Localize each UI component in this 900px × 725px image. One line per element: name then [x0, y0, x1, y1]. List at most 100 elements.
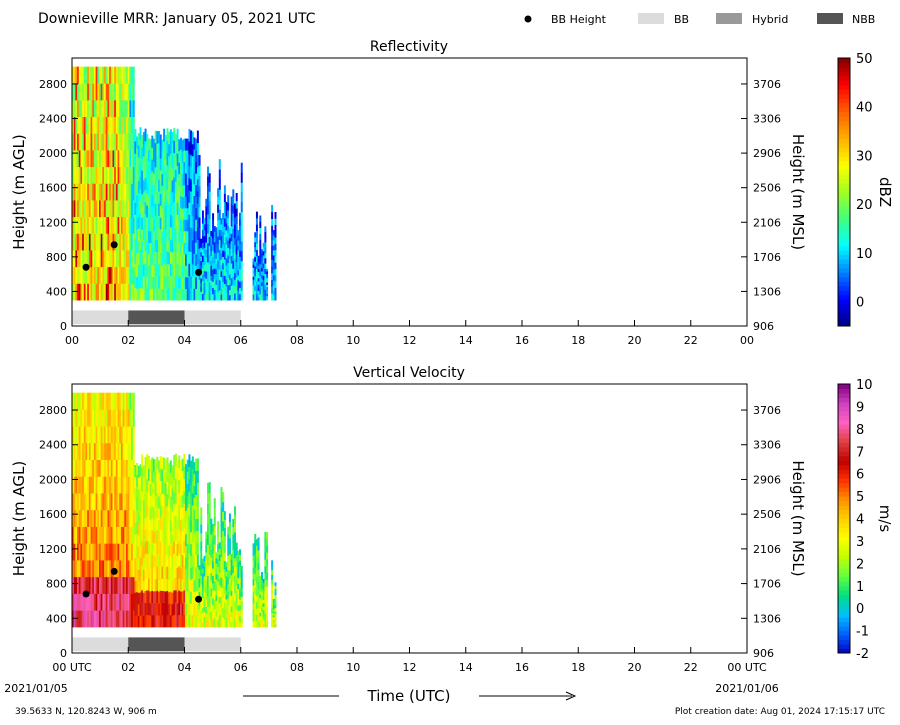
heatmap-cell	[235, 560, 238, 568]
heatmap-cell	[141, 205, 144, 218]
heatmap-cell	[131, 66, 134, 84]
heatmap-cell	[222, 244, 225, 251]
heatmap-cell	[180, 172, 182, 185]
heatmap-cell	[168, 203, 171, 217]
heatmap-cell	[198, 609, 201, 615]
heatmap-cell	[227, 232, 230, 241]
heatmap-cell	[97, 610, 100, 628]
heatmap-cell	[183, 173, 186, 186]
colorbar-segment	[838, 473, 850, 479]
heatmap-cell	[188, 540, 191, 554]
heatmap-cell	[255, 614, 258, 622]
heatmap-cell	[119, 183, 122, 201]
heatmap-cell	[234, 506, 236, 516]
heatmap-cell	[188, 503, 191, 517]
heatmap-cell	[180, 276, 182, 289]
heatmap-cell	[146, 193, 149, 206]
heatmap-cell	[104, 133, 107, 151]
heatmap-cell	[93, 409, 96, 427]
heatmap-cell	[227, 262, 230, 271]
heatmap-cell	[223, 267, 226, 276]
heatmap-cell	[104, 250, 107, 268]
heatmap-cell	[257, 562, 260, 570]
heatmap-cell	[227, 591, 230, 599]
heatmap-cell	[218, 209, 221, 220]
heatmap-cell	[227, 225, 230, 234]
heatmap-cell	[212, 538, 215, 547]
heatmap-cell	[205, 606, 208, 614]
heatmap-cell	[237, 583, 240, 590]
heatmap-cell	[110, 442, 113, 461]
colorbar-segment	[838, 312, 850, 318]
heatmap-cell	[227, 576, 230, 585]
heatmap-cell	[126, 266, 128, 284]
heatmap-cell	[126, 150, 128, 168]
heatmap-cell	[205, 545, 208, 553]
heatmap-cell	[223, 259, 226, 268]
heatmap-cell	[100, 166, 103, 184]
heatmap-cell	[205, 531, 208, 539]
heatmap-cell	[129, 526, 132, 544]
heatmap-cell	[99, 543, 101, 561]
vertical-velocity-x-ticks: 00 UTC 02 04 06 08 10 12 14 16 18 20 22 00 UTC	[52, 647, 767, 674]
heatmap-cell	[164, 217, 167, 230]
heatmap-cell	[235, 566, 238, 574]
heatmap-cell	[201, 248, 204, 256]
heatmap-cell	[72, 66, 74, 84]
heatmap-cell	[90, 233, 93, 251]
heatmap-cell	[142, 144, 145, 157]
heatmap-cell	[166, 152, 169, 166]
heatmap-cell	[147, 265, 150, 278]
heatmap-cell	[196, 614, 199, 628]
heatmap-cell	[174, 228, 177, 242]
heatmap-cell	[139, 499, 142, 512]
heatmap-cell	[218, 239, 221, 251]
heatmap-cell	[205, 271, 208, 279]
heatmap-cell	[234, 566, 236, 576]
heatmap-cell	[255, 576, 258, 584]
heatmap-cell	[188, 614, 191, 628]
heatmap-cell	[271, 593, 274, 599]
heatmap-cell	[259, 579, 262, 584]
heatmap-cell	[210, 275, 213, 281]
heatmap-cell	[185, 207, 188, 220]
heatmap-cell	[201, 255, 204, 263]
y-tick-label: 400	[46, 285, 67, 298]
heatmap-cell	[223, 569, 226, 578]
heatmap-cell	[151, 554, 154, 567]
heatmap-cell	[174, 264, 177, 277]
heatmap-cell	[90, 493, 93, 511]
heatmap-cell	[112, 476, 115, 494]
heatmap-cell	[227, 292, 230, 301]
heatmap-cell	[137, 511, 140, 524]
colorbar-segment	[838, 585, 850, 591]
y-tick-label-right: 1306	[753, 285, 781, 298]
heatmap-cell	[166, 517, 169, 531]
heatmap-cell	[213, 294, 216, 301]
heatmap-cell	[200, 273, 203, 279]
heatmap-cell	[178, 242, 181, 255]
heatmap-cell	[234, 272, 236, 280]
heatmap-cell	[117, 476, 120, 494]
heatmap-cell	[129, 392, 132, 410]
heatmap-cell	[73, 216, 76, 234]
heatmap-cell	[207, 596, 209, 607]
heatmap-cell	[193, 615, 196, 628]
heatmap-cell	[191, 167, 194, 181]
heatmap-cell	[88, 266, 91, 284]
heatmap-cell	[190, 615, 193, 628]
heatmap-cell	[77, 526, 80, 544]
heatmap-cell	[114, 576, 117, 594]
heatmap-cell	[149, 507, 152, 520]
heatmap-cell	[210, 270, 213, 276]
heatmap-cell	[200, 515, 203, 525]
heatmap-cell	[73, 576, 76, 594]
heatmap-cell	[235, 261, 238, 270]
heatmap-cell	[232, 252, 235, 261]
x-tick-label: 02	[121, 661, 135, 674]
heatmap-cell	[271, 588, 274, 595]
heatmap-cell	[201, 573, 204, 579]
heatmap-cell	[159, 276, 162, 289]
heatmap-cell	[223, 291, 226, 301]
heatmap-cell	[272, 601, 275, 604]
